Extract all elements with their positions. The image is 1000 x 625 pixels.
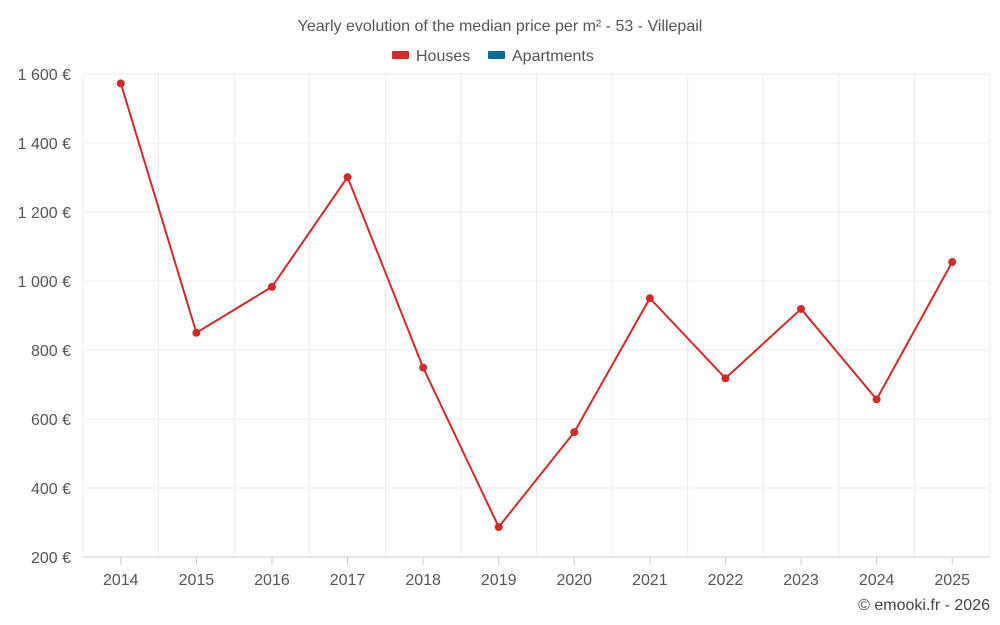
legend-item-apartments[interactable]: Apartments [488, 48, 594, 65]
legend-swatch-apartments [488, 51, 505, 59]
data-point-houses-2023[interactable] [797, 304, 806, 313]
legend-swatch-houses [392, 51, 409, 59]
data-point-houses-2020[interactable] [570, 428, 579, 437]
data-point-houses-2019[interactable] [494, 522, 503, 531]
x-tick-label: 2022 [708, 572, 744, 589]
x-tick-label: 2018 [405, 572, 441, 589]
x-tick-label: 2024 [859, 572, 895, 589]
y-axis: 200 € 400 € 600 € 800 € 1 000 € 1 200 € 1 400 … [18, 67, 71, 567]
data-point-houses-2024[interactable] [872, 395, 881, 404]
x-tick-label: 2019 [481, 572, 517, 589]
x-tick-label: 2023 [783, 572, 819, 589]
series-houses [116, 79, 957, 531]
grid [82, 73, 991, 557]
x-tick-label: 2021 [632, 572, 668, 589]
data-point-houses-2015[interactable] [192, 328, 201, 337]
legend-label-houses: Houses [416, 48, 470, 65]
x-tick-label: 2017 [330, 572, 366, 589]
y-tick-label: 200 € [31, 550, 71, 567]
y-tick-label: 1 400 € [18, 136, 71, 153]
data-point-houses-2014[interactable] [116, 79, 125, 88]
data-point-houses-2021[interactable] [645, 294, 654, 303]
y-tick-label: 1 000 € [18, 274, 71, 291]
credit-text: © emooki.fr - 2026 [858, 597, 990, 614]
x-tick-label: 2015 [179, 572, 215, 589]
series-line-houses [119, 83, 954, 528]
legend-label-apartments: Apartments [512, 48, 594, 65]
chart-title: Yearly evolution of the median price per… [298, 18, 703, 35]
y-tick-label: 1 600 € [18, 67, 71, 84]
y-tick-label: 400 € [31, 481, 71, 498]
x-tick-label: 2016 [254, 572, 290, 589]
x-tick-label: 2025 [934, 572, 970, 589]
x-tick-label: 2020 [556, 572, 592, 589]
x-axis: 2014 2015 2016 2017 2018 2019 2020 2021 2022 2023… [83, 556, 990, 589]
data-point-houses-2018[interactable] [419, 363, 428, 372]
y-tick-label: 1 200 € [18, 205, 71, 222]
y-tick-label: 600 € [31, 412, 71, 429]
data-point-houses-2022[interactable] [721, 374, 730, 383]
y-tick-label: 800 € [31, 343, 71, 360]
legend-item-houses[interactable]: Houses [392, 48, 470, 65]
data-point-houses-2016[interactable] [267, 282, 276, 291]
data-point-houses-2017[interactable] [343, 173, 352, 182]
x-tick-label: 2014 [103, 572, 139, 589]
data-point-houses-2025[interactable] [948, 258, 957, 267]
legend: Houses Apartments [392, 48, 594, 65]
